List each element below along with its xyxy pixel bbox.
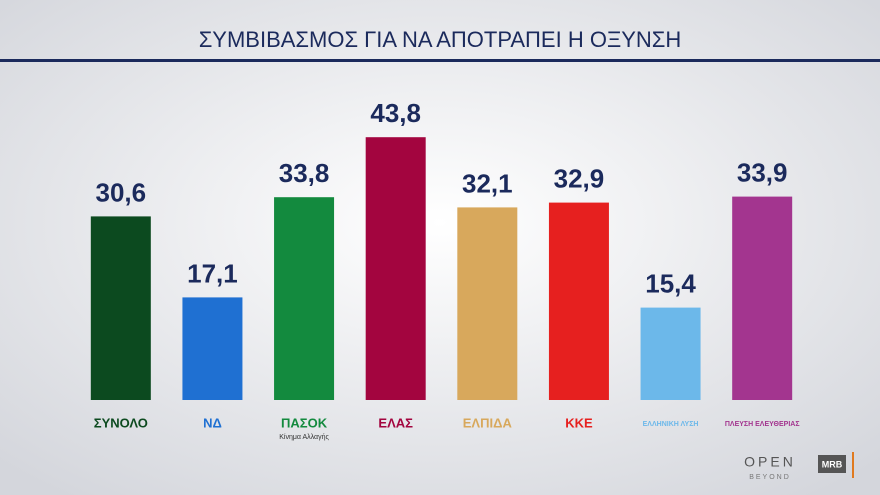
bar [365,137,426,400]
x-tick-label: ΕΛΑΣ [378,415,413,430]
x-tick-label: ΚΚΕ [565,415,593,430]
bar [732,196,793,400]
bar [182,297,243,400]
x-tick-label: ΠΑΣΟΚ [281,415,328,430]
value-label: 17,1 [187,258,238,288]
divider [852,452,854,478]
bar [548,202,609,400]
x-tick-label: ΠΛΕΥΣΗ ΕΛΕΥΘΕΡΙΑΣ [725,421,800,428]
bar [457,207,518,400]
value-label: 32,1 [462,168,513,198]
category-note: Κίνημα Αλλαγής [279,433,329,441]
brand: OPEN [744,454,796,470]
bar [274,197,335,400]
value-label: 30,6 [96,177,147,207]
x-tick-label: ΕΛΠΙΔΑ [463,415,513,430]
chart-title: ΣΥΜΒΙΒΑΣΜΟΣ ΓΙΑ ΝΑ ΑΠΟΤΡΑΠΕΙ Η ΟΞΥΝΣΗ [199,27,682,52]
value-label: 33,9 [737,157,788,187]
bar [640,307,701,400]
source-box [818,455,846,473]
bar [90,216,151,400]
value-label: 15,4 [645,268,696,298]
x-tick-label: ΝΔ [203,415,222,430]
source: MRB [822,459,843,469]
x-tick-label: ΣΥΝΟΛΟ [94,415,148,430]
value-label: 33,8 [279,158,330,188]
value-label: 43,8 [370,98,421,128]
value-label: 32,9 [554,163,605,193]
title-rule [0,59,880,62]
brand-sub: BEYOND [749,474,791,481]
x-tick-label: ΕΛΛΗΝΙΚΗ ΛΥΣΗ [643,421,699,428]
